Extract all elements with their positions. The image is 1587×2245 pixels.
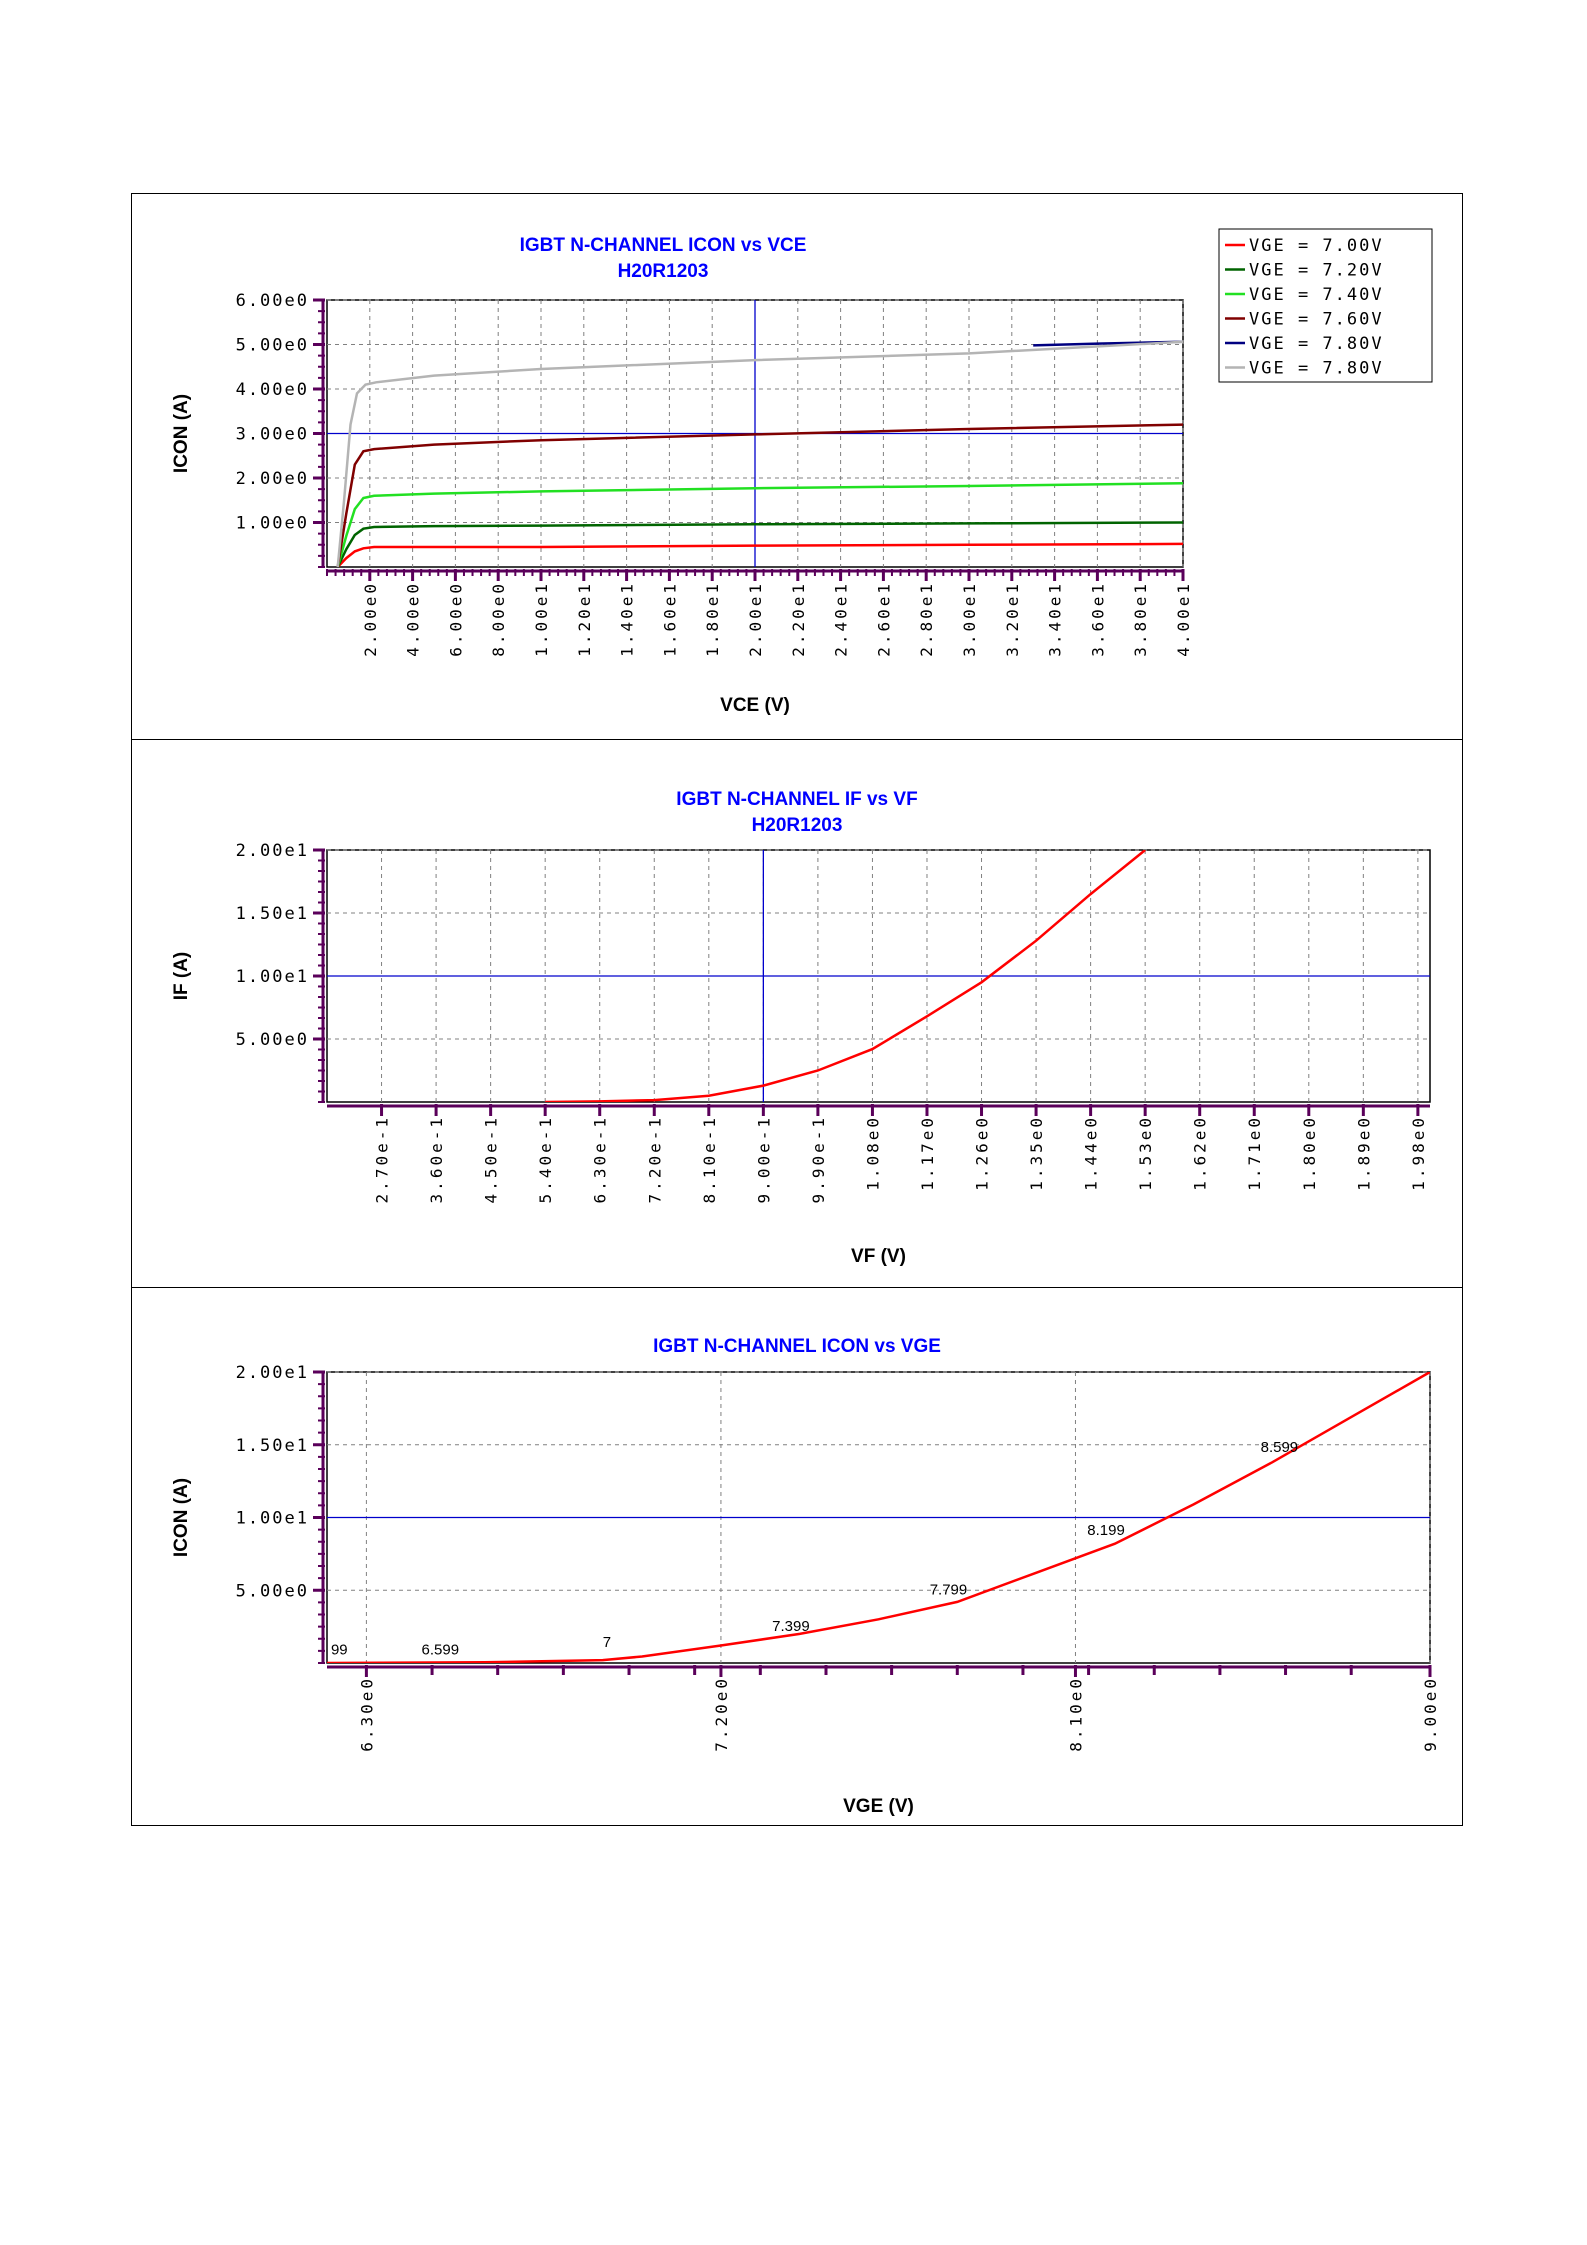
c2-x-tick-label: 1.53e0 (1136, 1115, 1155, 1191)
c1-legend-label: VGE = 7.80V (1249, 359, 1384, 379)
c1-x-tick-label: 3.60e1 (1088, 581, 1107, 657)
c3-point-label: 8.599 (1261, 1439, 1299, 1456)
c1-series-line-2 (336, 521, 1183, 567)
c1-series-line-6 (336, 340, 1183, 567)
c1-x-tick-label: 4.00e0 (404, 581, 423, 657)
c2-x-tick-label: 1.26e0 (973, 1115, 992, 1191)
c1-x-tick-label: 8.00e0 (489, 581, 508, 657)
c1-title: IGBT N-CHANNEL ICON vs VCE (520, 235, 807, 256)
c2-x-axis-title: VF (V) (851, 1246, 906, 1267)
c1-x-tick-label: 2.20e1 (789, 581, 808, 657)
c2-y-tick-label: 5.00e0 (236, 1030, 309, 1050)
c2-x-tick-label: 1.71e0 (1245, 1115, 1264, 1191)
c1-legend-label: VGE = 7.00V (1249, 236, 1384, 256)
c1-y-tick-label: 5.00e0 (236, 336, 309, 356)
c2-x-tick-label: 4.50e-1 (482, 1115, 501, 1203)
c1-y-axis-title: ICON (A) (171, 394, 192, 473)
report-frame (131, 193, 1463, 1826)
c1-series-line-1 (336, 542, 1183, 567)
c2-x-tick-label: 9.90e-1 (809, 1115, 828, 1203)
c2-x-tick-label: 9.00e-1 (754, 1115, 773, 1203)
c2-x-tick-label: 1.62e0 (1191, 1115, 1210, 1191)
c3-y-tick-label: 1.50e1 (236, 1436, 309, 1456)
c3-x-tick-label: 8.10e0 (1066, 1676, 1085, 1752)
c3-x-tick-label: 7.20e0 (712, 1676, 731, 1752)
c1-x-tick-label: 4.00e1 (1174, 581, 1193, 657)
c3-series-line-1 (327, 1372, 1430, 1663)
c1-x-axis-title: VCE (V) (720, 695, 790, 716)
c1-x-tick-label: 3.00e1 (960, 581, 979, 657)
c2-x-tick-label: 8.10e-1 (700, 1115, 719, 1203)
c1-legend-label: VGE = 7.60V (1249, 310, 1384, 330)
c1-x-tick-label: 2.80e1 (917, 581, 936, 657)
c2-x-tick-label: 1.08e0 (863, 1115, 882, 1191)
c3-point-label: 99 (331, 1641, 348, 1658)
c1-subtitle: H20R1203 (618, 261, 709, 282)
c2-x-tick-label: 6.30e-1 (591, 1115, 610, 1203)
panel-divider (131, 739, 1463, 740)
c2-x-tick-label: 7.20e-1 (645, 1115, 664, 1203)
c1-y-tick-label: 2.00e0 (236, 469, 309, 489)
c2-x-tick-label: 1.44e0 (1082, 1115, 1101, 1191)
c2-series-line-1 (545, 850, 1146, 1102)
panel-divider (131, 1287, 1463, 1288)
c1-legend-label: VGE = 7.40V (1249, 285, 1384, 305)
c2-y-axis-title: IF (A) (171, 952, 192, 1001)
c2-y-tick-label: 2.00e1 (236, 841, 309, 861)
c2-title: IGBT N-CHANNEL IF vs VF (676, 789, 917, 810)
c2-x-tick-label: 3.60e-1 (427, 1115, 446, 1203)
c1-x-tick-label: 1.80e1 (703, 581, 722, 657)
c2-x-tick-label: 1.17e0 (918, 1115, 937, 1191)
c2-subtitle: H20R1203 (752, 815, 843, 836)
c2-x-tick-label: 1.89e0 (1354, 1115, 1373, 1191)
c1-y-tick-label: 4.00e0 (236, 380, 309, 400)
c1-y-tick-label: 3.00e0 (236, 425, 309, 445)
c1-legend-label: VGE = 7.20V (1249, 261, 1384, 281)
c3-point-label: 6.599 (422, 1641, 460, 1658)
c3-y-tick-label: 2.00e1 (236, 1363, 309, 1383)
c1-x-tick-label: 3.80e1 (1131, 581, 1150, 657)
c3-point-label: 7 (603, 1634, 611, 1651)
c3-x-axis-title: VGE (V) (843, 1796, 914, 1817)
c2-x-tick-label: 5.40e-1 (536, 1115, 555, 1203)
c1-x-tick-label: 1.20e1 (575, 581, 594, 657)
c2-x-tick-label: 1.80e0 (1300, 1115, 1319, 1191)
c1-x-tick-label: 6.00e0 (446, 581, 465, 657)
c3-y-axis-title: ICON (A) (171, 1478, 192, 1557)
c1-legend-label: VGE = 7.80V (1249, 334, 1384, 354)
c3-point-label: 7.799 (930, 1582, 968, 1599)
c1-y-tick-label: 6.00e0 (236, 291, 309, 311)
c3-point-label: 7.399 (772, 1618, 810, 1635)
c2-y-tick-label: 1.50e1 (236, 904, 309, 924)
c1-legend-box (1218, 228, 1433, 383)
c3-y-tick-label: 5.00e0 (236, 1581, 309, 1601)
c1-x-tick-label: 2.00e1 (746, 581, 765, 657)
c1-x-tick-label: 2.00e0 (361, 581, 380, 657)
c1-series-line-4 (336, 423, 1183, 567)
c2-x-tick-label: 2.70e-1 (373, 1115, 392, 1203)
c3-title: IGBT N-CHANNEL ICON vs VGE (653, 1336, 941, 1357)
c1-x-tick-label: 3.40e1 (1046, 581, 1065, 657)
c1-x-tick-label: 1.00e1 (532, 581, 551, 657)
c2-x-tick-label: 1.98e0 (1409, 1115, 1428, 1191)
c1-x-tick-label: 1.40e1 (618, 581, 637, 657)
c3-x-tick-label: 9.00e0 (1421, 1676, 1440, 1752)
c1-x-tick-label: 3.20e1 (1003, 581, 1022, 657)
c3-x-tick-label: 6.30e0 (357, 1676, 376, 1752)
c1-x-tick-label: 1.60e1 (660, 581, 679, 657)
c1-series-line-3 (336, 482, 1183, 567)
c2-y-tick-label: 1.00e1 (236, 967, 309, 987)
c2-x-tick-label: 1.35e0 (1027, 1115, 1046, 1191)
c1-x-tick-label: 2.40e1 (832, 581, 851, 657)
c3-point-label: 8.199 (1087, 1522, 1125, 1539)
c1-x-tick-label: 2.60e1 (874, 581, 893, 657)
c1-y-tick-label: 1.00e0 (236, 514, 309, 534)
c3-y-tick-label: 1.00e1 (236, 1509, 309, 1529)
